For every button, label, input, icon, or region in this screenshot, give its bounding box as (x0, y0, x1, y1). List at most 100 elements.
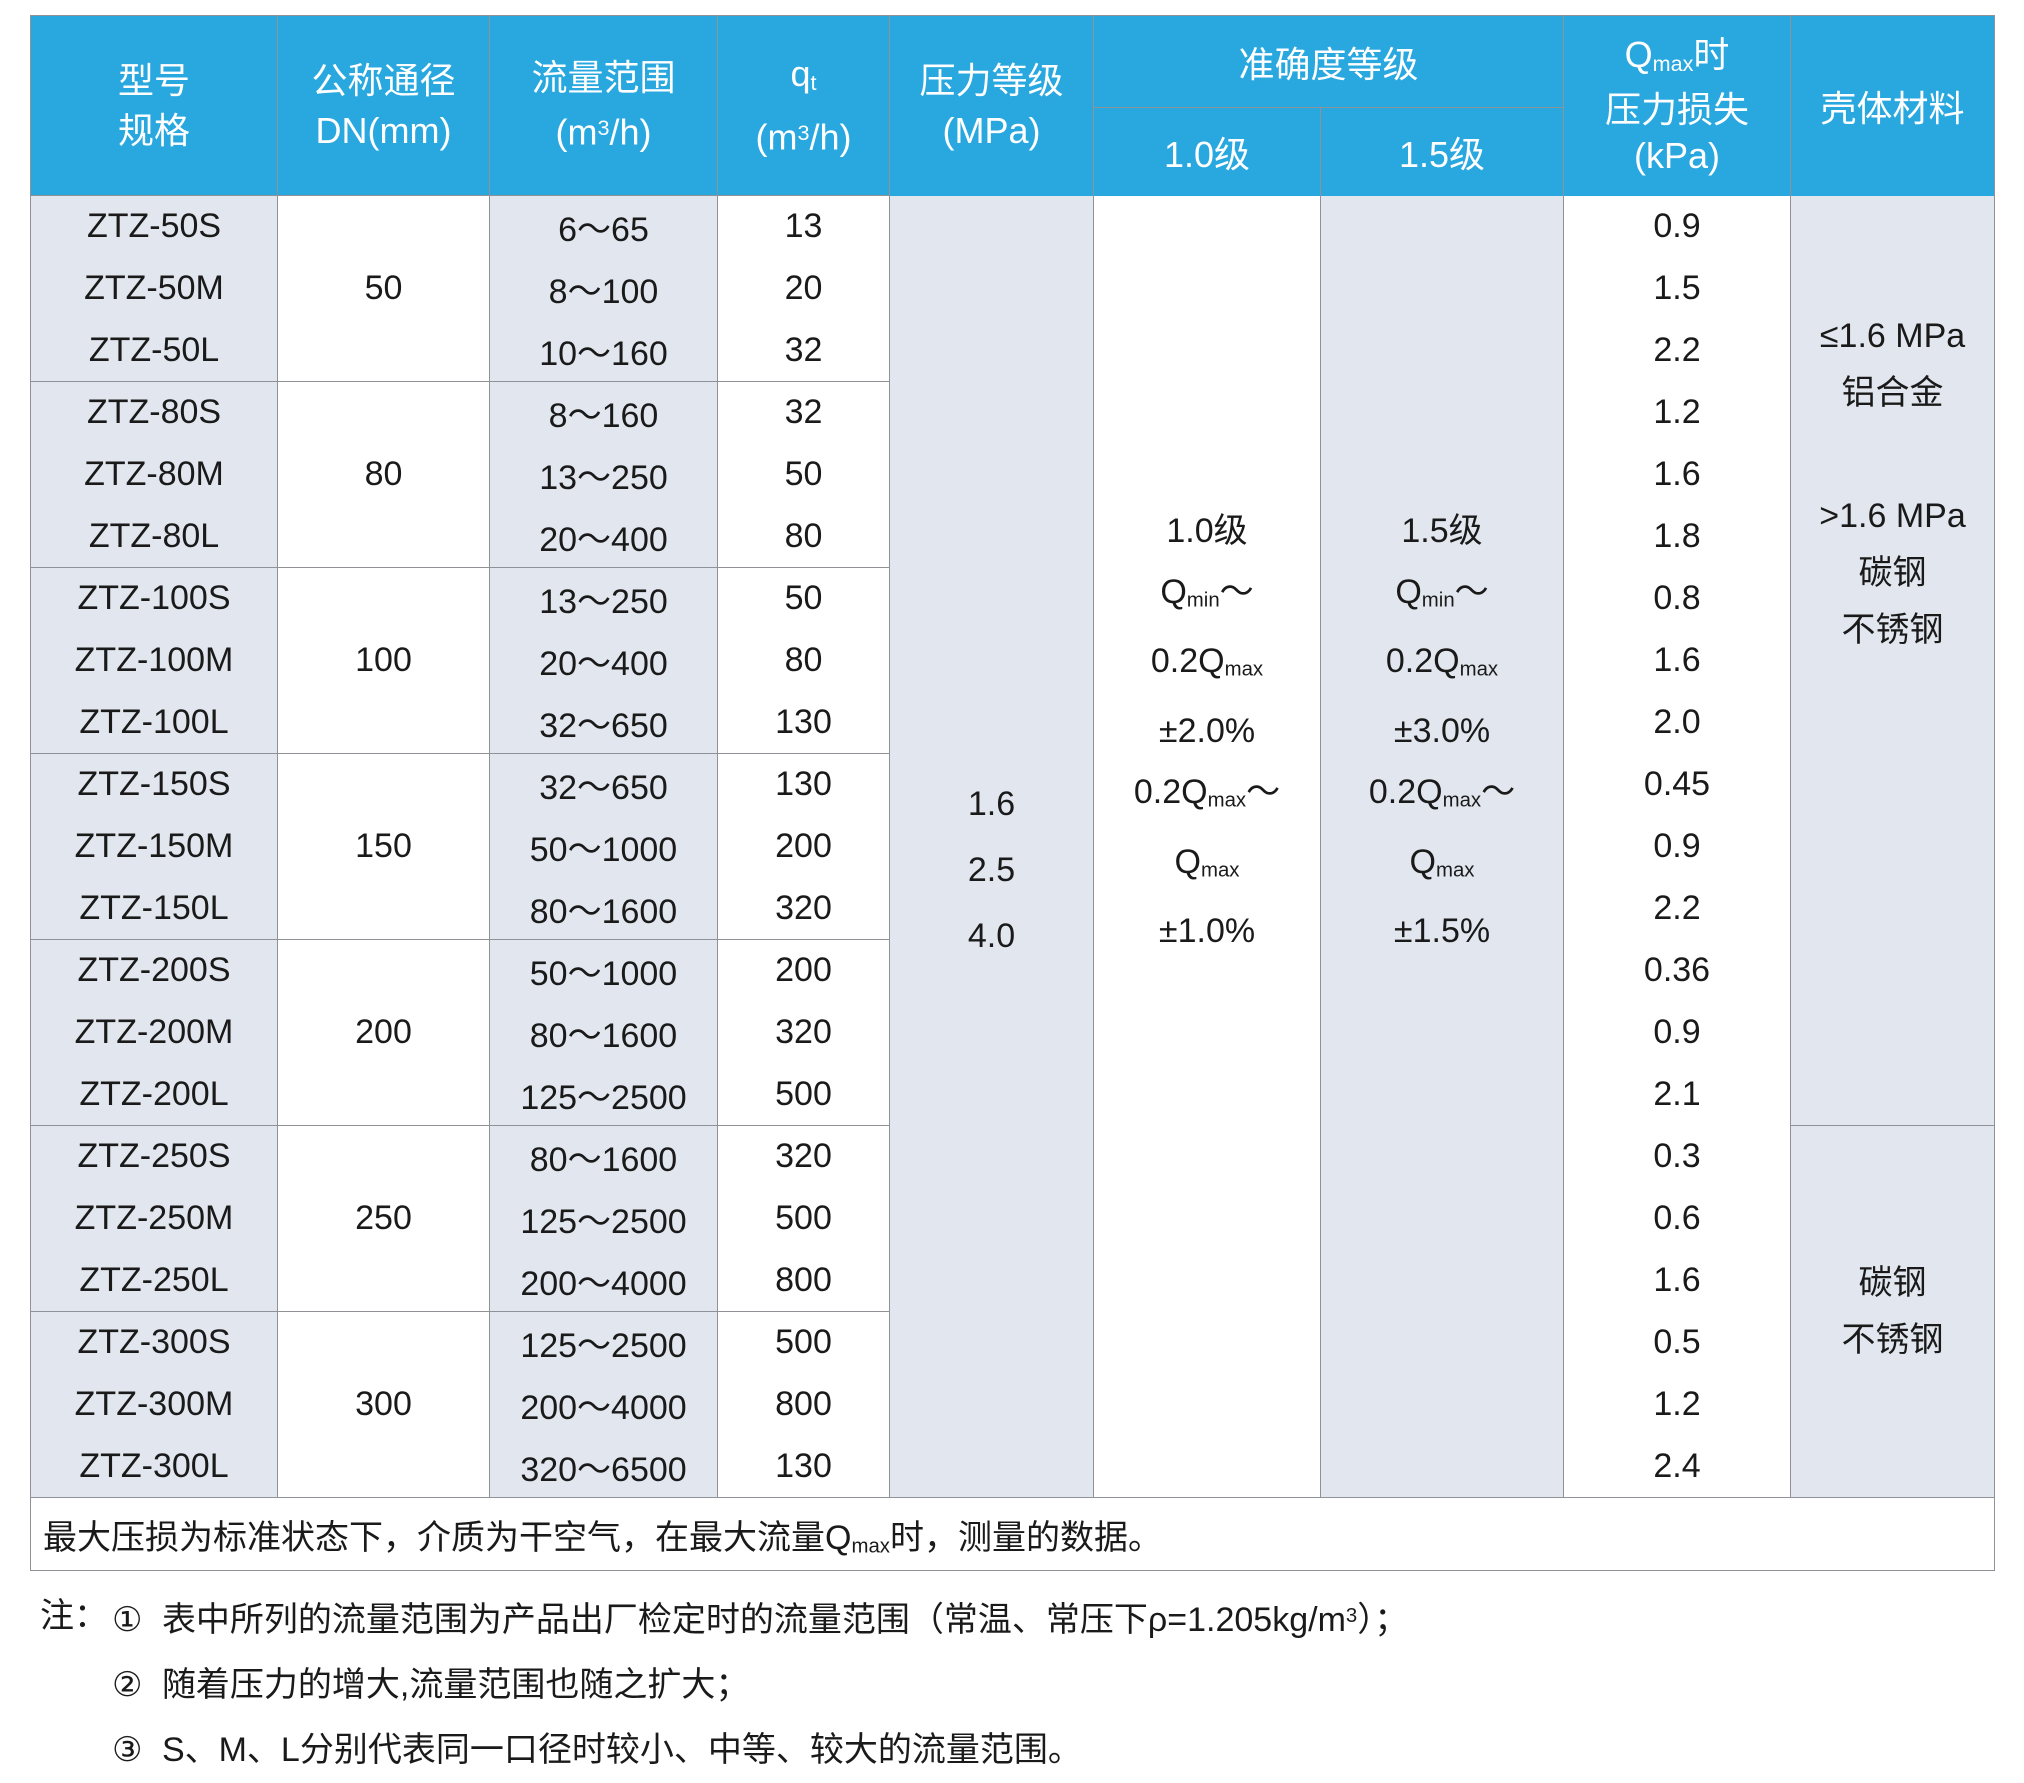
flow-range-cell: 20～400 (489, 629, 718, 692)
qt-cell: 80 (717, 629, 890, 692)
col-header-qt: qt (m3/h) (717, 15, 890, 196)
note-3-marker: ③ (112, 1731, 143, 1770)
accuracy-1-0-cell-line-7: ±1.0% (1158, 912, 1256, 951)
pressure-loss-cell: 0.5 (1563, 1311, 1792, 1374)
note-line-1: 注： ① 表中所列的流量范围为产品出厂检定时的流量范围（常温、常压下ρ=1.20… (40, 1584, 1990, 1653)
material-top-cell-line-4: 碳钢 (1858, 553, 1927, 592)
qt-cell: 32 (717, 319, 890, 382)
model-cell: ZTZ-80S (30, 381, 278, 444)
note-line-2: ② 随着压力的增大,流量范围也随之扩大； (40, 1653, 1990, 1718)
model-cell: ZTZ-150S (30, 753, 278, 816)
table-row: ZTZ-150M 50～1000 200 0.9 (30, 815, 1995, 878)
qt-cell: 20 (717, 257, 890, 320)
col-header-model-line2: 规格 (117, 109, 190, 151)
qt-cell: 200 (717, 939, 890, 1002)
model-cell: ZTZ-50S (30, 195, 278, 258)
model-cell: ZTZ-50L (30, 319, 278, 382)
pressure-loss-cell: 0.6 (1563, 1187, 1792, 1250)
qt-cell: 13 (717, 195, 890, 258)
flow-range-cell: 32～650 (489, 691, 718, 754)
table-row: ZTZ-50M 8～100 20 1.5 (30, 257, 1995, 320)
table-row: ZTZ-80L 20～400 80 1.8 (30, 505, 1995, 568)
col-header-ploss-line3: (kPa) (1634, 135, 1721, 177)
accuracy-1-5-cell-line-5: 0.2Qmax～ (1368, 772, 1516, 812)
accuracy-1-5-cell: 1.5级 Qmin～ 0.2Qmax ±3.0% 0.2Qmax～ Qmax ±1.5% (1319, 195, 1565, 1498)
qt-cell: 500 (717, 1187, 890, 1250)
notes-label: 注： (40, 1597, 108, 1635)
model-cell: ZTZ-300S (30, 1311, 278, 1374)
pressure-loss-cell: 2.2 (1563, 877, 1792, 940)
flow-range-cell: 125～2500 (489, 1187, 718, 1250)
flow-range-cell: 6～65 (489, 195, 718, 258)
table-header: 型号 规格 公称通径 DN(mm) 流量范围 (m3/h) qt (m3/h) … (30, 15, 1996, 196)
material-top-cell: ≤1.6 MPa 铝合金 >1.6 MPa 碳钢 不锈钢 (1790, 195, 1996, 1126)
accuracy-1-5-cell-line-2: Qmin～ (1395, 572, 1489, 612)
pressure-loss-cell: 1.5 (1563, 257, 1792, 320)
dn-cell: 150 (277, 753, 490, 940)
pressure-class-cell: 1.6 2.5 4.0 (889, 195, 1094, 1498)
table-row: ZTZ-150L 80～1600 320 2.2 (30, 877, 1995, 940)
note-2-text: 随着压力的增大,流量范围也随之扩大； (161, 1666, 750, 1705)
table-row: ZTZ-50L 10～160 32 2.2 (30, 319, 1995, 382)
dn-cell: 80 (277, 381, 490, 568)
model-cell: ZTZ-250M (30, 1187, 278, 1250)
pressure-loss-cell: 0.9 (1563, 1001, 1792, 1064)
col-header-accuracy-1-5: 1.5级 (1319, 107, 1565, 196)
accuracy-1-5-cell-line-6: Qmax (1409, 842, 1475, 882)
table-row: ZTZ-80M 13～250 50 1.6 (30, 443, 1995, 506)
flow-range-cell: 32～650 (489, 753, 718, 816)
pressure-loss-cell: 2.1 (1563, 1063, 1792, 1126)
note-3-text: S、M、L分别代表同一口径时较小、中等、较大的流量范围。 (161, 1731, 1082, 1770)
pressure-loss-cell: 1.8 (1563, 505, 1792, 568)
pressure-class-cell-line-2: 2.5 (967, 850, 1016, 889)
table-row: ZTZ-50S 50 6～65 13 1.6 2.5 4.0 1.0级 Qmin～ 0.2Qmax… (30, 195, 1996, 1498)
flow-range-cell: 200～4000 (489, 1373, 718, 1436)
pressure-loss-cell: 0.8 (1563, 567, 1792, 630)
table-row: ZTZ-250S 250 80～1600 320 0.3 碳钢 不锈钢 (30, 1125, 1996, 1498)
col-header-pressure-loss: Qmax时 压力损失 (kPa) (1563, 15, 1792, 196)
table-row: ZTZ-80S 80 8～160 32 1.2 (30, 381, 1995, 568)
material-top-cell-line-5: 不锈钢 (1841, 610, 1944, 649)
pressure-class-cell-line-1: 1.6 (967, 784, 1016, 823)
material-bottom-cell: 碳钢 不锈钢 (1790, 1125, 1996, 1498)
flow-range-cell: 50～1000 (489, 815, 718, 878)
spec-table: 型号 规格 公称通径 DN(mm) 流量范围 (m3/h) qt (m3/h) … (30, 15, 1996, 1571)
accuracy-1-0-cell-line-2: Qmin～ (1160, 572, 1254, 612)
flow-range-cell: 80～1600 (489, 1001, 718, 1064)
flow-range-cell: 13～250 (489, 443, 718, 506)
qt-cell: 130 (717, 691, 890, 754)
pressure-loss-cell: 0.36 (1563, 939, 1792, 1002)
model-cell: ZTZ-80M (30, 443, 278, 506)
col-header-qt-line2: (m3/h) (755, 116, 852, 158)
table-row: ZTZ-300S 300 125～2500 500 0.5 (30, 1311, 1995, 1498)
col-header-ploss-line1: Qmax时 (1624, 34, 1730, 77)
flow-range-cell: 20～400 (489, 505, 718, 568)
pressure-loss-cell: 0.9 (1563, 195, 1792, 258)
table-row: ZTZ-200S 200 50～1000 200 0.36 (30, 939, 1995, 1126)
dn-cell: 100 (277, 567, 490, 754)
col-header-dn-line1: 公称通径 (311, 59, 456, 101)
table-row: ZTZ-250M 125～2500 500 0.6 (30, 1187, 1995, 1250)
pressure-loss-cell: 1.6 (1563, 1249, 1792, 1312)
model-cell: ZTZ-150L (30, 877, 278, 940)
flow-range-cell: 125～2500 (489, 1311, 718, 1374)
qt-cell: 800 (717, 1373, 890, 1436)
material-top-cell-line-1: ≤1.6 MPa (1819, 316, 1966, 355)
material-top-cell-line-2: 铝合金 (1841, 373, 1944, 412)
model-cell: ZTZ-80L (30, 505, 278, 568)
col-header-pressure-line2: (MPa) (942, 109, 1041, 151)
table-row: ZTZ-300L 320～6500 130 2.4 (30, 1435, 1995, 1498)
notes: 注： ① 表中所列的流量范围为产品出厂检定时的流量范围（常温、常压下ρ=1.20… (40, 1584, 1990, 1783)
flow-range-cell: 8～160 (489, 381, 718, 444)
pressure-class-cell-line-3: 4.0 (967, 916, 1016, 955)
model-cell: ZTZ-100L (30, 691, 278, 754)
note-line-3: ③ S、M、L分别代表同一口径时较小、中等、较大的流量范围。 (40, 1718, 1990, 1783)
col-header-accuracy-1-0: 1.0级 (1093, 107, 1321, 196)
col-header-dn-line2: DN(mm) (315, 109, 452, 151)
accuracy-1-5-cell-line-1: 1.5级 (1401, 511, 1483, 550)
table-row: ZTZ-100L 32～650 130 2.0 (30, 691, 1995, 754)
pressure-loss-cell: 2.2 (1563, 319, 1792, 382)
col-header-model-line1: 型号 (117, 59, 190, 101)
table-row: ZTZ-200M 80～1600 320 0.9 (30, 1001, 1995, 1064)
